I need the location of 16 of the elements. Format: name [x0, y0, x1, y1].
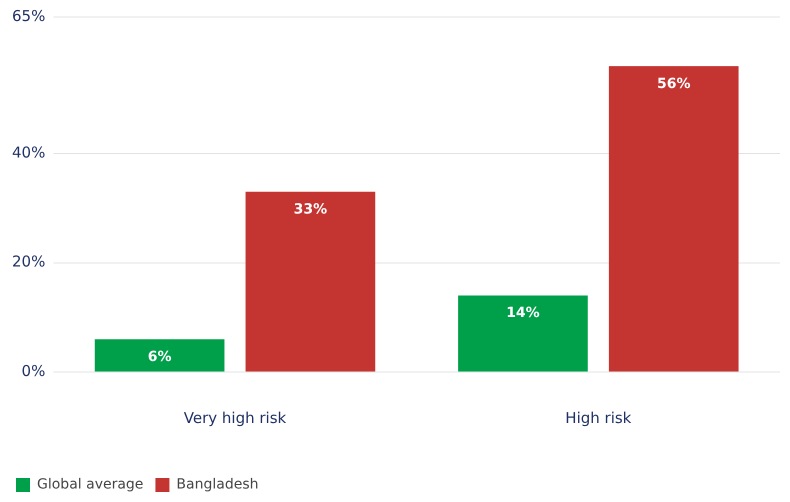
legend-label: Bangladesh	[176, 476, 259, 493]
y-tick-label: 0%	[22, 362, 46, 380]
x-tick-label: Very high risk	[184, 408, 287, 427]
bar	[458, 296, 588, 372]
y-tick-label: 20%	[12, 252, 46, 271]
data-label: 14%	[506, 305, 540, 322]
y-tick-label: 40%	[12, 143, 46, 162]
data-label: 33%	[294, 201, 328, 218]
bar	[608, 66, 739, 372]
x-tick-label: High risk	[565, 408, 632, 427]
y-tick-label: 65%	[12, 6, 46, 25]
data-label: 56%	[656, 76, 690, 92]
data-label: 6%	[148, 348, 172, 365]
legend-label: Global average	[37, 476, 144, 493]
bar	[246, 192, 376, 372]
bar	[94, 339, 224, 372]
